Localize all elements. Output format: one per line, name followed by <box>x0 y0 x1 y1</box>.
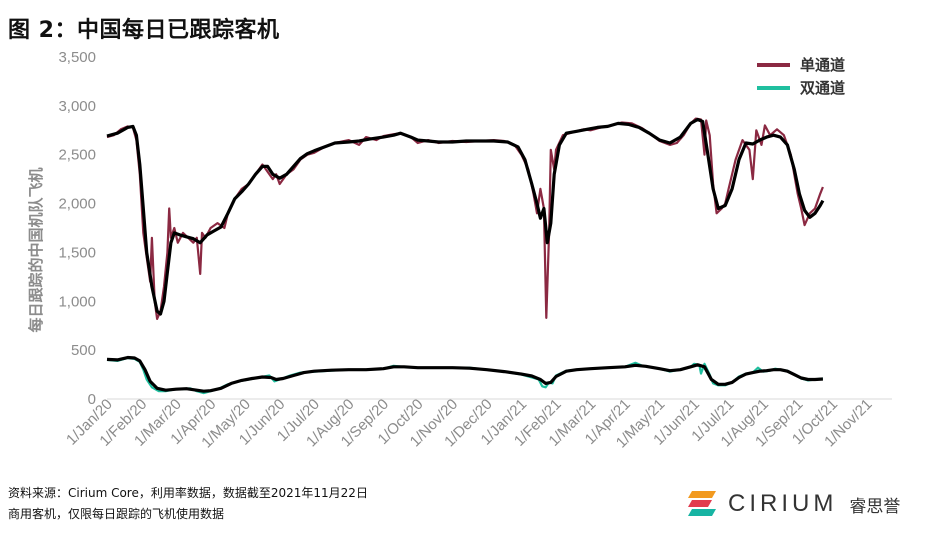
figure-title: 图 2：中国每日已跟踪客机 <box>8 18 280 43</box>
series-line-narrowbody-daily <box>106 117 824 320</box>
y-tick-label: 1,500 <box>58 244 96 261</box>
source-note-line1: 资料来源：Cirium Core，利用率数据，数据截至2021年11月22日 <box>8 486 368 500</box>
logo-wordmark: CIRIUM <box>728 490 838 517</box>
legend: 单通道 双通道 <box>757 56 845 97</box>
y-tick-label: 3,000 <box>58 98 96 115</box>
y-tick-label: 2,000 <box>58 196 96 213</box>
y-tick-label: 2,500 <box>58 147 96 164</box>
y-tick-label: 0 <box>88 391 96 408</box>
y-tick-label: 1,000 <box>58 293 96 310</box>
y-tick-label: 3,500 <box>58 49 96 66</box>
y-tick-label: 500 <box>71 342 96 359</box>
cirium-logo-icon <box>688 491 716 516</box>
source-note-line2: 商用客机，仅限每日跟踪的飞机使用数据 <box>8 507 225 521</box>
legend-label-narrowbody: 单通道 <box>800 56 845 74</box>
y-axis-label: 每日跟踪的中国机队飞机 <box>27 167 45 332</box>
series-line-widebody-smooth <box>106 355 824 393</box>
logo-chinese-name: 睿思誉 <box>849 496 901 517</box>
series-line-widebody-daily <box>106 356 824 395</box>
series-line-narrowbody-smooth <box>106 117 825 316</box>
y-axis-ticks: 0 500 1,000 1,500 2,000 2,500 3,000 3,500 <box>58 49 96 408</box>
x-axis-ticks: 1/Jan/201/Feb/201/Mar/201/Apr/201/May/20… <box>63 396 876 452</box>
cirium-logo: CIRIUM 睿思誉 <box>688 484 900 524</box>
series-layer <box>106 117 825 395</box>
legend-label-widebody: 双通道 <box>800 79 845 97</box>
